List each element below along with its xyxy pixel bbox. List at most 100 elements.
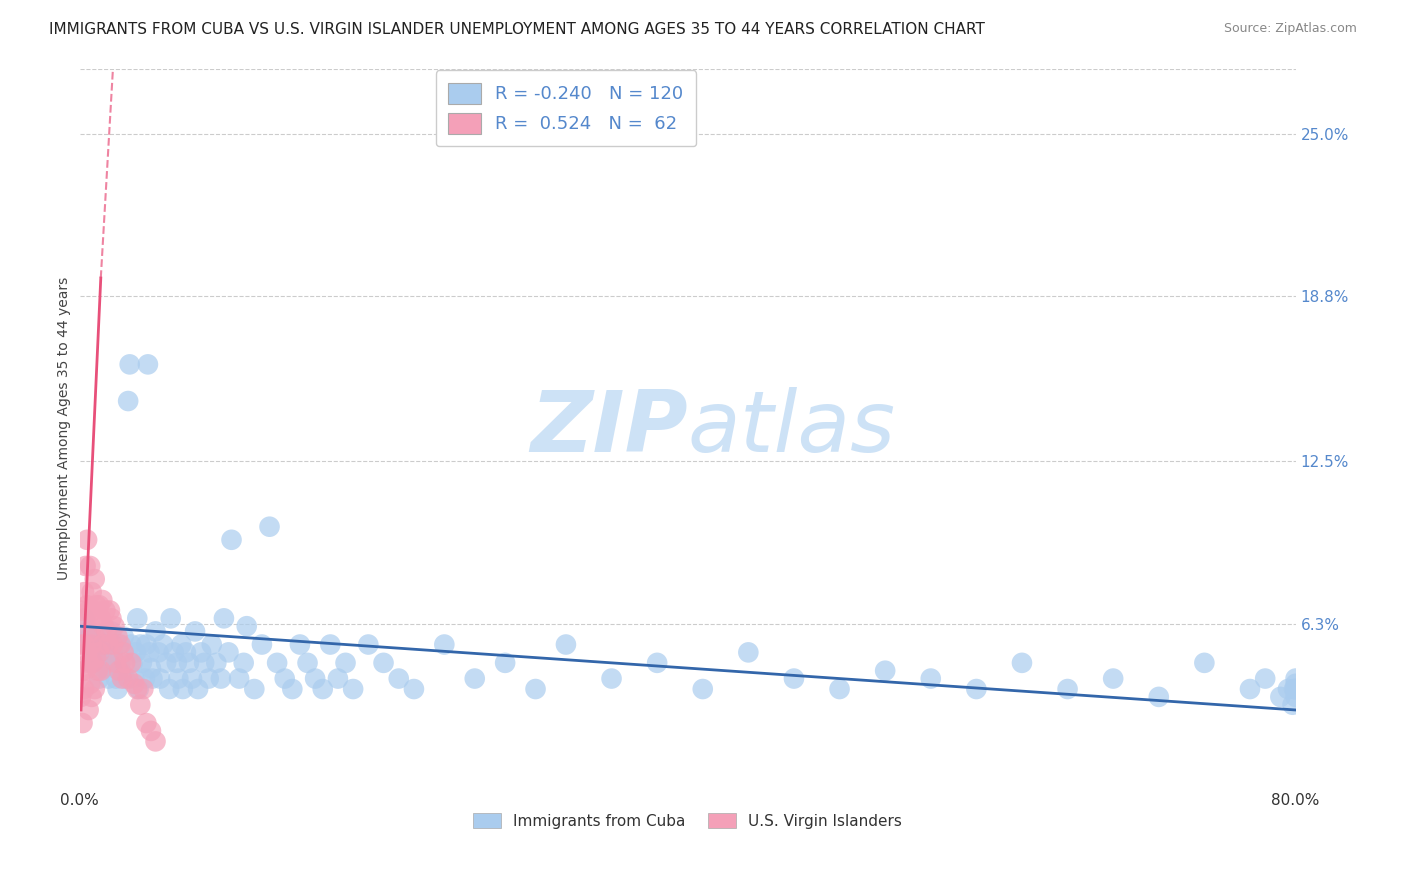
Point <box>73 611 96 625</box>
Point <box>73 585 96 599</box>
Point <box>87 638 110 652</box>
Point <box>1282 681 1305 696</box>
Point <box>145 734 167 748</box>
Point <box>114 656 136 670</box>
Point <box>184 624 207 639</box>
Point <box>77 656 100 670</box>
Point <box>84 630 107 644</box>
Point <box>172 681 194 696</box>
Point <box>1281 698 1303 712</box>
Point <box>187 681 209 696</box>
Point <box>212 611 235 625</box>
Point <box>87 611 110 625</box>
Point <box>494 656 516 670</box>
Point <box>82 656 104 670</box>
Point <box>170 638 193 652</box>
Point <box>128 681 150 696</box>
Point <box>108 664 131 678</box>
Point <box>84 650 107 665</box>
Point <box>1102 672 1125 686</box>
Point <box>221 533 243 547</box>
Point <box>77 703 100 717</box>
Point <box>167 672 190 686</box>
Point <box>110 638 132 652</box>
Point <box>120 656 142 670</box>
Point <box>149 672 172 686</box>
Point <box>91 638 114 652</box>
Point <box>134 672 156 686</box>
Point <box>190 645 212 659</box>
Point <box>117 672 139 686</box>
Point <box>70 638 93 652</box>
Point <box>83 681 105 696</box>
Point <box>73 638 96 652</box>
Point <box>108 638 131 652</box>
Point <box>136 357 159 371</box>
Point <box>600 672 623 686</box>
Point <box>90 611 112 625</box>
Point <box>83 630 105 644</box>
Point <box>692 681 714 696</box>
Point <box>139 661 162 675</box>
Point <box>79 677 101 691</box>
Point <box>193 656 215 670</box>
Point <box>205 656 228 670</box>
Point <box>77 603 100 617</box>
Point <box>335 656 357 670</box>
Point <box>464 672 486 686</box>
Point <box>319 638 342 652</box>
Point <box>181 672 204 686</box>
Point <box>159 611 181 625</box>
Point <box>101 645 124 659</box>
Point <box>89 672 111 686</box>
Point <box>76 533 98 547</box>
Point <box>131 656 153 670</box>
Point <box>157 681 180 696</box>
Point <box>174 645 197 659</box>
Point <box>91 593 114 607</box>
Point <box>920 672 942 686</box>
Point <box>402 681 425 696</box>
Point <box>232 656 254 670</box>
Point <box>83 650 105 665</box>
Point <box>127 681 149 696</box>
Point <box>83 572 105 586</box>
Point <box>98 656 121 670</box>
Point <box>357 638 380 652</box>
Point <box>75 611 97 625</box>
Point <box>524 681 547 696</box>
Point <box>75 559 97 574</box>
Point <box>94 638 117 652</box>
Point <box>1011 656 1033 670</box>
Point <box>163 645 186 659</box>
Point <box>122 672 145 686</box>
Point <box>297 656 319 670</box>
Point <box>77 624 100 639</box>
Point <box>100 624 122 639</box>
Point <box>127 611 149 625</box>
Point <box>138 645 160 659</box>
Point <box>93 661 115 675</box>
Text: ZIP: ZIP <box>530 387 688 470</box>
Point <box>97 672 120 686</box>
Point <box>274 672 297 686</box>
Point <box>117 394 139 409</box>
Point <box>132 681 155 696</box>
Point <box>90 664 112 678</box>
Point <box>243 681 266 696</box>
Point <box>96 624 118 639</box>
Point <box>135 638 157 652</box>
Point <box>250 638 273 652</box>
Legend: Immigrants from Cuba, U.S. Virgin Islanders: Immigrants from Cuba, U.S. Virgin Island… <box>467 806 908 835</box>
Point <box>105 656 128 670</box>
Point <box>98 603 121 617</box>
Point <box>737 645 759 659</box>
Point <box>89 645 111 659</box>
Point <box>235 619 257 633</box>
Point <box>129 638 152 652</box>
Point <box>82 603 104 617</box>
Point <box>79 630 101 644</box>
Point <box>114 672 136 686</box>
Point <box>155 656 177 670</box>
Point <box>135 716 157 731</box>
